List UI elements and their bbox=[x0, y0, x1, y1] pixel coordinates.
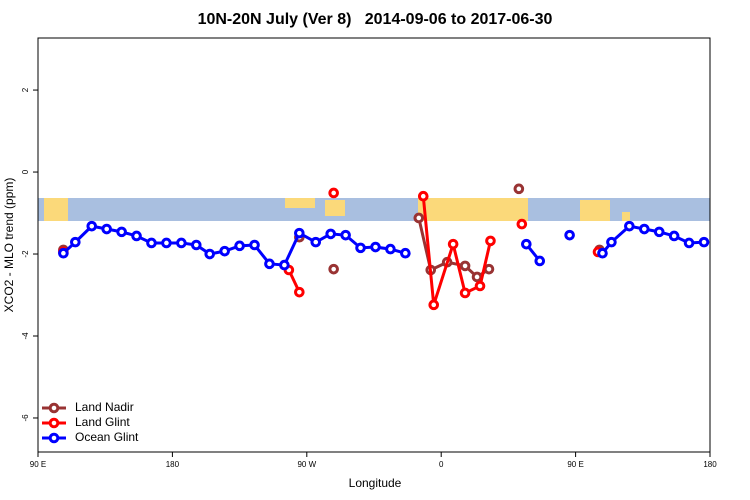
data-point bbox=[86, 220, 98, 232]
data-point bbox=[428, 299, 440, 311]
data-point bbox=[413, 212, 425, 224]
y-tick-label: 2 bbox=[21, 87, 30, 92]
data-point bbox=[325, 228, 336, 240]
data-point bbox=[564, 229, 575, 241]
data-point bbox=[131, 230, 142, 242]
data-point bbox=[370, 241, 381, 253]
land-patch bbox=[580, 200, 610, 221]
data-point bbox=[483, 263, 495, 275]
data-point bbox=[400, 247, 411, 259]
data-point bbox=[513, 183, 525, 195]
data-point bbox=[116, 226, 127, 238]
data-point bbox=[485, 235, 496, 247]
data-point bbox=[606, 236, 617, 248]
data-point bbox=[264, 258, 275, 270]
data-point bbox=[534, 255, 546, 267]
x-axis-label: Longitude bbox=[349, 476, 402, 490]
data-point bbox=[146, 237, 157, 249]
y-tick-label: 0 bbox=[21, 169, 30, 174]
data-point bbox=[417, 190, 429, 202]
data-point bbox=[310, 236, 322, 248]
data-point bbox=[516, 218, 528, 230]
legend-marker bbox=[48, 432, 60, 444]
data-point bbox=[70, 236, 81, 248]
data-point bbox=[683, 237, 695, 249]
land-patch bbox=[418, 198, 528, 221]
data-point bbox=[355, 242, 366, 254]
y-tick-label: -6 bbox=[21, 414, 30, 422]
legend-marker bbox=[48, 402, 60, 414]
land-patch bbox=[622, 212, 630, 221]
data-point bbox=[190, 239, 202, 251]
data-point bbox=[521, 238, 532, 250]
chart-title: 10N-20N July (Ver 8) 2014-09-06 to 2017-… bbox=[198, 11, 553, 28]
data-point bbox=[698, 236, 710, 248]
data-point bbox=[294, 286, 305, 298]
x-tick-label: 180 bbox=[166, 460, 180, 469]
data-point bbox=[328, 263, 339, 275]
data-point bbox=[385, 243, 396, 255]
legend-marker bbox=[48, 417, 60, 429]
data-point bbox=[447, 238, 459, 250]
data-point bbox=[597, 247, 608, 259]
legend-label: Ocean Glint bbox=[75, 430, 139, 444]
ocean-strip bbox=[38, 198, 710, 221]
data-point bbox=[459, 287, 471, 299]
data-point bbox=[249, 239, 260, 251]
data-point bbox=[176, 237, 187, 249]
y-tick-label: -2 bbox=[21, 250, 30, 258]
data-point bbox=[58, 247, 69, 259]
x-tick-label: 180 bbox=[703, 460, 717, 469]
data-point bbox=[638, 223, 650, 235]
land-patch bbox=[285, 198, 315, 208]
data-point bbox=[474, 280, 486, 292]
land-patch bbox=[325, 200, 345, 216]
data-point bbox=[234, 240, 245, 252]
data-point bbox=[624, 220, 635, 232]
land-patch bbox=[44, 198, 68, 221]
data-point bbox=[219, 245, 230, 257]
data-point bbox=[279, 259, 290, 271]
data-point bbox=[668, 230, 680, 242]
data-point bbox=[204, 248, 216, 260]
data-point bbox=[328, 187, 339, 199]
x-tick-label: 0 bbox=[439, 460, 444, 469]
y-axis-label: XCO2 - MLO trend (ppm) bbox=[2, 178, 16, 313]
x-tick-label: 90 E bbox=[30, 460, 46, 469]
x-tick-label: 90 W bbox=[297, 460, 316, 469]
data-point bbox=[294, 227, 305, 239]
y-tick-label: -4 bbox=[21, 332, 30, 340]
data-point bbox=[459, 260, 471, 272]
data-point bbox=[340, 229, 351, 241]
legend-label: Land Nadir bbox=[75, 400, 134, 414]
data-point bbox=[471, 271, 483, 283]
x-tick-label: 90 E bbox=[567, 460, 583, 469]
map-strip bbox=[38, 198, 710, 221]
data-point bbox=[653, 226, 665, 238]
data-point bbox=[101, 223, 112, 235]
legend-label: Land Glint bbox=[75, 415, 130, 429]
plot-frame bbox=[37, 37, 711, 453]
data-point bbox=[161, 237, 172, 249]
